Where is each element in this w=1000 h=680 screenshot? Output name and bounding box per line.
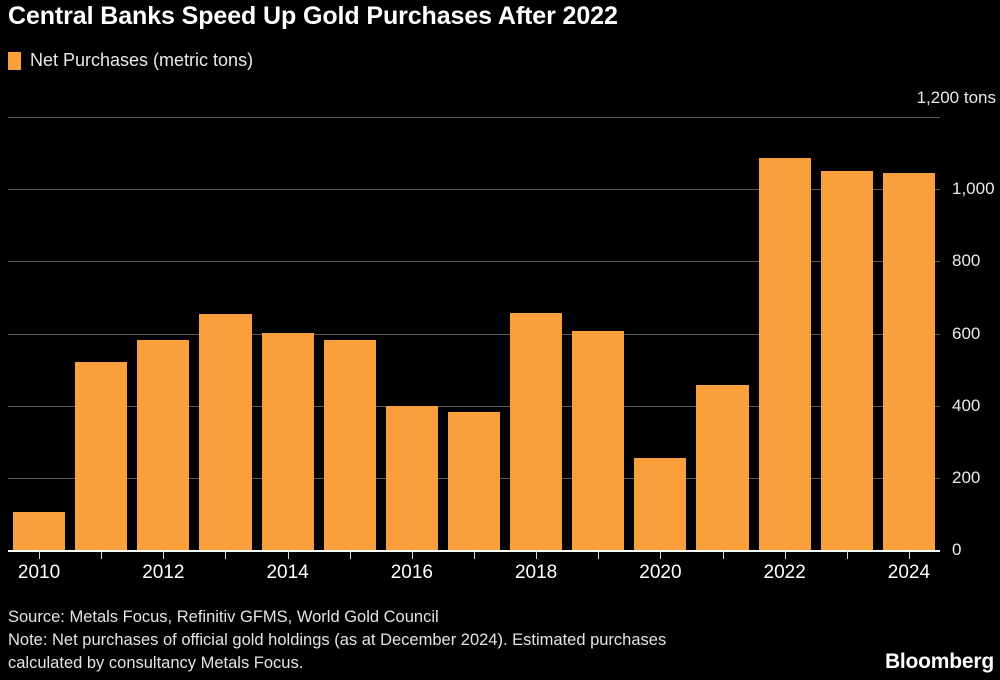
bar-2022 bbox=[758, 158, 811, 550]
x-axis-tick bbox=[349, 551, 351, 559]
y-axis-tick-label: 800 bbox=[952, 251, 981, 271]
x-axis-tick bbox=[908, 551, 910, 559]
x-axis-tick bbox=[225, 551, 227, 559]
x-axis-tick bbox=[598, 551, 600, 559]
bar-2023 bbox=[820, 171, 873, 550]
plot-canvas: 1,000 800 600 400 200 0 bbox=[8, 117, 995, 559]
x-axis-tick bbox=[163, 551, 165, 559]
bar-2017 bbox=[447, 412, 501, 550]
y-axis-tick-label: 600 bbox=[952, 323, 981, 343]
bar-2014 bbox=[261, 333, 314, 550]
x-axis-tick-label: 2022 bbox=[763, 562, 806, 583]
x-axis-tick bbox=[101, 551, 103, 559]
bar-2011 bbox=[75, 362, 128, 550]
x-axis-tick bbox=[846, 551, 848, 559]
bloomberg-brand: Bloomberg bbox=[884, 650, 994, 673]
x-axis-tick-label: 2018 bbox=[514, 562, 558, 583]
page-title: Central Banks Speed Up Gold Purchases Af… bbox=[8, 2, 618, 30]
y-axis-tick-label: 0 bbox=[952, 540, 962, 559]
gridline bbox=[8, 117, 940, 118]
y-axis-tick-label: 400 bbox=[952, 395, 981, 415]
chart-legend: Net Purchases (metric tons) bbox=[8, 50, 253, 71]
bar-2010 bbox=[12, 512, 66, 550]
bars-group bbox=[8, 117, 940, 550]
bar-2020 bbox=[634, 458, 687, 550]
y-axis-tick-label: 1,000 bbox=[952, 179, 995, 199]
bar-2012 bbox=[137, 340, 190, 550]
bar-2015 bbox=[323, 340, 376, 550]
footer-line: Note: Net purchases of official gold hol… bbox=[8, 631, 667, 649]
x-axis-tick bbox=[722, 551, 724, 559]
bar-2024 bbox=[882, 172, 936, 550]
gridline bbox=[8, 261, 940, 263]
x-axis-tick bbox=[287, 551, 289, 559]
gridline bbox=[8, 333, 940, 335]
x-axis-tick-label: 2014 bbox=[266, 562, 309, 583]
plot-area: 1,200 tons 1,000 800 600 400 200 0 2010 2012 20… bbox=[8, 88, 996, 596]
bar-2021 bbox=[696, 385, 749, 550]
bar-2013 bbox=[199, 314, 252, 550]
legend-item-label: Net Purchases (metric tons) bbox=[30, 50, 254, 70]
x-axis-tick-label: 2024 bbox=[887, 562, 931, 583]
x-axis-tick bbox=[660, 551, 662, 559]
y-axis-tick-label: 200 bbox=[952, 467, 981, 487]
gridline bbox=[8, 405, 940, 407]
x-axis-tick-label: 2016 bbox=[390, 562, 433, 583]
y-axis-unit-label: 1,200 tons bbox=[916, 88, 996, 107]
footer-notes: Source: Metals Focus, Refinitiv GFMS, Wo… bbox=[8, 606, 888, 675]
x-axis-tick bbox=[474, 551, 475, 559]
x-axis-tick bbox=[39, 551, 41, 559]
footer-line: Source: Metals Focus, Refinitiv GFMS, Wo… bbox=[8, 608, 439, 626]
x-axis-tick-label: 2020 bbox=[639, 562, 682, 583]
footer-line: calculated by consultancy Metals Focus. bbox=[8, 654, 304, 672]
x-axis: 2010 2012 2014 2016 2018 2020 2022 2024 bbox=[8, 551, 940, 596]
x-axis-tick bbox=[411, 551, 413, 559]
x-axis-tick bbox=[784, 551, 786, 559]
gridline bbox=[8, 189, 940, 191]
bar-2019 bbox=[572, 330, 625, 550]
bar-2016 bbox=[385, 406, 438, 550]
x-axis-tick bbox=[536, 551, 538, 559]
bar-2018 bbox=[510, 313, 563, 550]
legend-square-swatch-icon bbox=[8, 51, 21, 70]
x-axis-tick-label: 2012 bbox=[142, 562, 185, 583]
x-axis-tick-label: 2010 bbox=[17, 562, 61, 583]
